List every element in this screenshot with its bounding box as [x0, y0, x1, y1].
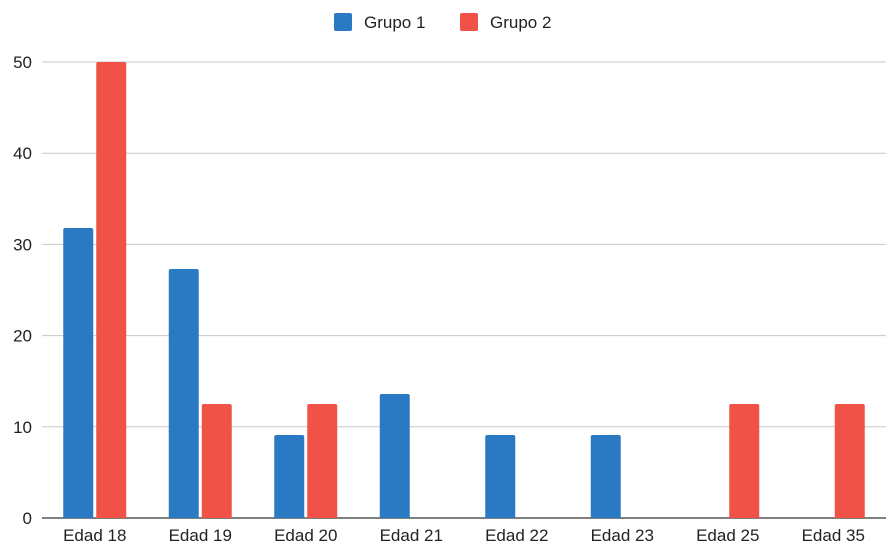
y-axis-ticks: 0 10 20 30 40 50 — [13, 53, 32, 528]
y-tick-label: 30 — [13, 235, 32, 254]
bar-grupo-1-edad-19 — [168, 269, 199, 518]
x-tick-label: Edad 19 — [169, 526, 232, 544]
bar-grupo-1-edad-23 — [590, 435, 621, 518]
x-tick-label: Edad 23 — [591, 526, 654, 544]
x-tick-label: Edad 20 — [274, 526, 337, 544]
x-tick-label: Edad 18 — [63, 526, 126, 544]
bar-grupo-1-edad-21 — [379, 393, 410, 518]
y-tick-label: 40 — [13, 144, 32, 163]
gridlines — [42, 61, 886, 519]
y-tick-label: 50 — [13, 53, 32, 72]
bar-grupo-2-edad-19 — [201, 404, 232, 518]
bar-grupo-2-edad-18 — [96, 62, 127, 518]
bar-grupo-2-edad-20 — [307, 404, 338, 518]
bar-grupo-1-edad-20 — [274, 435, 305, 518]
legend-swatch-1 — [334, 13, 352, 31]
y-tick-label: 10 — [13, 418, 32, 437]
bar-grupo-1-edad-22 — [485, 435, 516, 518]
bar-grupo-2-edad-25 — [729, 404, 760, 518]
legend-swatch-2 — [460, 13, 478, 31]
x-tick-label: Edad 22 — [485, 526, 548, 544]
y-tick-label: 20 — [13, 327, 32, 346]
bar-grupo-1-edad-18 — [63, 227, 94, 518]
x-axis-ticks: Edad 18 Edad 19 Edad 20 Edad 21 Edad 22 Edad … — [63, 526, 865, 545]
x-tick-label: Edad 35 — [802, 526, 865, 544]
x-tick-label: Edad 25 — [696, 526, 759, 544]
y-tick-label: 0 — [23, 509, 32, 528]
legend-label-2: Grupo 2 — [490, 13, 551, 32]
legend-label-1: Grupo 1 — [364, 13, 425, 32]
x-tick-label: Edad 21 — [380, 526, 443, 544]
bar-grupo-2-edad-35 — [834, 404, 865, 518]
bars — [63, 62, 865, 518]
legend: Grupo 1 Grupo 2 — [334, 13, 551, 32]
